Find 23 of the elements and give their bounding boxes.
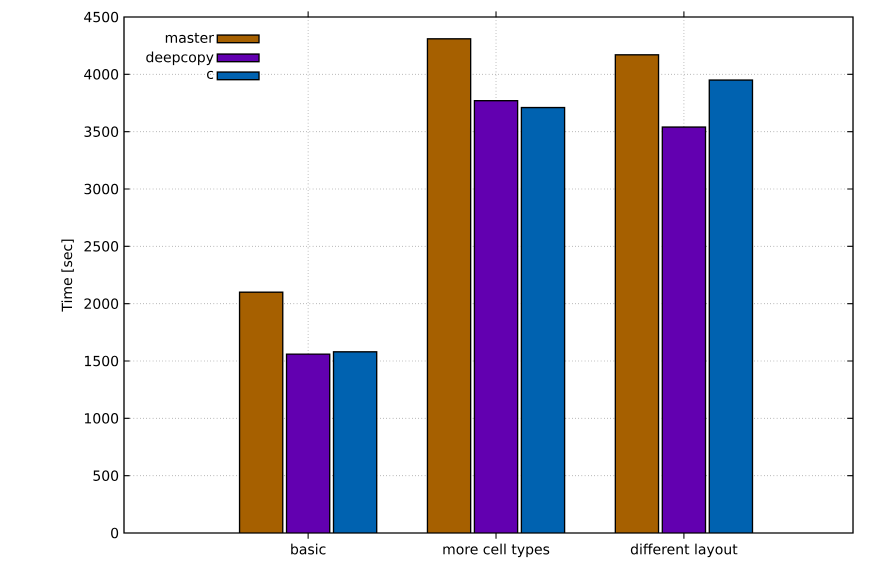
- bar: [332, 351, 378, 533]
- y-tick-label: 500: [93, 470, 118, 481]
- bar: [286, 353, 330, 533]
- legend-label: c: [207, 70, 214, 79]
- y-tick-label: 3000: [84, 184, 118, 194]
- legend-label: deepcopy: [146, 52, 214, 66]
- legend-label: master: [166, 32, 214, 43]
- bar: [474, 100, 518, 533]
- y-tick-label: 0: [111, 528, 118, 538]
- x-tick-label: different layout: [630, 544, 738, 558]
- y-tick-label: 2000: [84, 298, 118, 309]
- y-axis-title: Time [sec]: [61, 240, 74, 312]
- bar: [520, 106, 566, 533]
- x-tick-label: more cell types: [443, 544, 550, 558]
- y-tick-label: 2500: [84, 241, 118, 252]
- y-tick-label: 4000: [84, 69, 118, 80]
- y-tick-label: 1000: [84, 413, 118, 424]
- y-tick-label: 1500: [84, 356, 118, 366]
- x-tick-label: basic: [291, 544, 326, 554]
- bar: [662, 126, 706, 533]
- bar: [708, 79, 754, 533]
- y-tick-label: 3500: [84, 126, 118, 137]
- y-tick-label: 4500: [84, 12, 118, 22]
